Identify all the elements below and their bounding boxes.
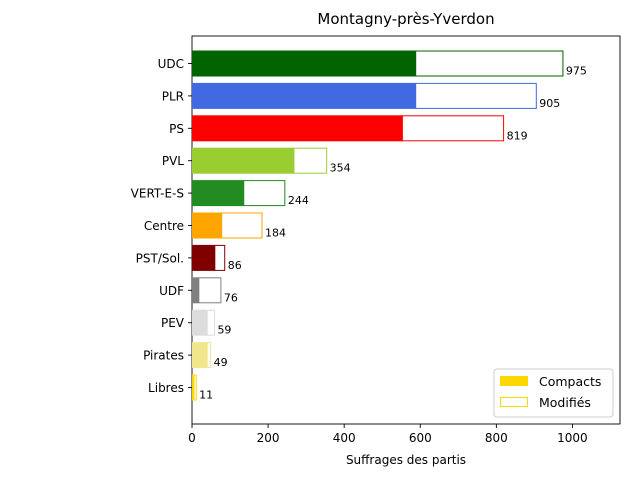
bar-modifies-0: [415, 50, 564, 77]
bar-modifies-9: [206, 342, 212, 369]
bar-modifies-7: [198, 277, 222, 304]
y-tick-label-4: VERT-E-S: [131, 187, 184, 201]
bar-modifies-8: [206, 309, 215, 336]
x-tick-label-2: 400: [333, 431, 356, 445]
bar-compacts-4: [192, 180, 244, 207]
bar-compacts-5: [192, 212, 222, 239]
x-tick-label-5: 1000: [557, 431, 588, 445]
bar-modifies-5: [221, 212, 263, 239]
y-tick-label-7: UDF: [159, 284, 184, 298]
legend: Compacts Modifiés: [493, 368, 614, 418]
axes-group: UDC PLR PS PVL VERT-E-S Centre PST/Sol. UDF PEV P…: [131, 57, 588, 445]
bars-group: 975 905 819 354 244 184 86 76 59 49 11: [192, 50, 587, 402]
y-tick-label-6: PST/Sol.: [136, 251, 184, 265]
bar-compacts-9: [192, 342, 208, 369]
y-tick-label-10: Libres: [148, 381, 184, 395]
bar-compacts-10: [192, 374, 194, 401]
legend-label-0: Compacts: [539, 374, 601, 389]
bar-compacts-7: [192, 277, 199, 304]
legend-label-1: Modifiés: [539, 395, 591, 410]
bar-value-label-5: 184: [265, 227, 286, 240]
y-tick-label-0: UDC: [158, 57, 184, 71]
bar-compacts-0: [192, 50, 416, 77]
bar-value-label-1: 905: [539, 97, 560, 110]
y-tick-label-8: PEV: [161, 316, 185, 330]
bar-modifies-1: [415, 82, 537, 109]
bar-compacts-8: [192, 309, 208, 336]
y-tick-label-3: PVL: [162, 154, 184, 168]
bar-compacts-6: [192, 244, 215, 271]
y-tick-label-9: Pirates: [143, 349, 184, 363]
bar-value-label-9: 49: [214, 356, 228, 369]
x-axis-label: Suffrages des partis: [346, 453, 466, 467]
legend-swatch-compacts: [500, 376, 528, 386]
x-tick-label-0: 0: [188, 431, 196, 445]
bar-modifies-3: [293, 147, 328, 174]
bar-value-label-3: 354: [330, 162, 351, 175]
bar-compacts-3: [192, 147, 294, 174]
y-tick-label-1: PLR: [162, 89, 184, 103]
bar-value-label-0: 975: [566, 65, 587, 78]
bar-compacts-2: [192, 115, 403, 142]
bar-value-label-6: 86: [228, 259, 242, 272]
bar-compacts-1: [192, 82, 416, 109]
chart-title: Montagny-près-Yverdon: [317, 10, 494, 28]
x-tick-label-4: 800: [485, 431, 508, 445]
bar-value-label-10: 11: [199, 389, 213, 402]
x-tick-label-3: 600: [409, 431, 432, 445]
bar-value-label-7: 76: [224, 291, 238, 304]
bar-modifies-6: [214, 244, 226, 271]
bar-modifies-4: [243, 180, 286, 207]
bar-modifies-2: [401, 115, 505, 142]
y-tick-label-5: Centre: [144, 219, 184, 233]
bar-value-label-8: 59: [217, 324, 231, 337]
legend-swatch-modifies: [500, 397, 528, 407]
bar-value-label-2: 819: [507, 129, 528, 142]
y-tick-label-2: PS: [169, 122, 184, 136]
x-tick-label-1: 200: [257, 431, 280, 445]
bar-modifies-10: [193, 374, 197, 401]
bar-value-label-4: 244: [288, 194, 309, 207]
